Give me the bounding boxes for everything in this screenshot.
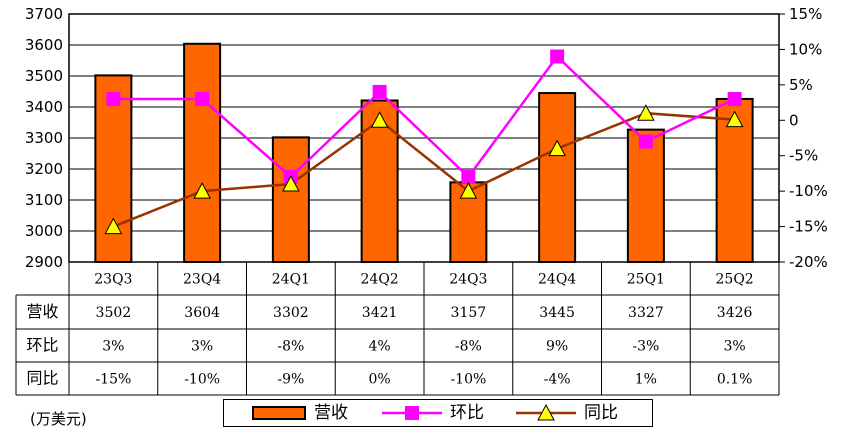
table-cell: -10% xyxy=(184,372,220,388)
y-left-tick-label: 3400 xyxy=(25,98,63,116)
bar-23Q4 xyxy=(183,42,222,264)
point-qoq-24Q4 xyxy=(550,49,565,64)
y-right-tick-label: 10% xyxy=(789,40,822,58)
legend: 营收 环比 同比 xyxy=(223,399,653,427)
bar-24Q4 xyxy=(538,92,577,263)
table-cell: 3% xyxy=(724,339,746,355)
table-cell: 3327 xyxy=(628,305,664,321)
table-cell: 3421 xyxy=(362,305,398,321)
table-cell: -10% xyxy=(450,372,486,388)
gridlines xyxy=(69,13,779,263)
axes: 3700 3600 3500 3400 3300 3200 3100 3000 2900 15% 1… xyxy=(25,5,828,271)
line-yoy xyxy=(112,111,735,228)
table-cell: -8% xyxy=(277,339,304,355)
legend-label-yoy: 同比 xyxy=(584,403,618,423)
point-qoq-24Q3 xyxy=(461,169,476,184)
table-cell: 3% xyxy=(191,339,213,355)
x-tick-label: 24Q4 xyxy=(538,272,576,288)
x-tick-label: 25Q2 xyxy=(716,272,754,288)
table-cell: 0% xyxy=(369,372,391,388)
point-qoq-23Q3 xyxy=(106,92,121,107)
y-left-tick-label: 3700 xyxy=(25,5,63,23)
legend-bar-swatch xyxy=(252,406,306,420)
x-tick-label: 25Q1 xyxy=(627,272,665,288)
legend-qoq-swatch xyxy=(382,406,442,420)
legend-yoy-swatch xyxy=(516,403,576,421)
point-yoy-24Q3 xyxy=(459,182,478,199)
y-left-tick-label: 3500 xyxy=(25,67,63,85)
point-qoq-23Q4 xyxy=(195,92,210,107)
y-left-tick-label: 2900 xyxy=(25,253,63,271)
point-yoy-23Q3 xyxy=(104,217,123,235)
table-row-label: 同比 xyxy=(26,369,58,388)
y-left-tick-label: 3000 xyxy=(25,222,63,240)
series-lines xyxy=(104,49,744,235)
point-qoq-25Q2 xyxy=(727,92,742,107)
table-cell: 3502 xyxy=(96,305,132,321)
table-cell: 9% xyxy=(546,339,568,355)
data-table: 23Q3 23Q4 24Q1 24Q2 24Q3 24Q4 25Q1 25Q2 营收 3502 36… xyxy=(15,262,780,396)
x-tick-label: 23Q3 xyxy=(94,272,132,288)
table-cell: 3% xyxy=(102,339,124,355)
y-right-tick-label: -20% xyxy=(789,253,828,271)
legend-label-qoq: 环比 xyxy=(450,403,484,423)
point-yoy-23Q4 xyxy=(193,182,211,199)
table-cell: 3445 xyxy=(539,305,575,321)
bar-24Q1 xyxy=(271,136,310,264)
point-yoy-25Q1 xyxy=(637,104,655,121)
y-right-tick-label: -15% xyxy=(789,218,828,236)
table-cell: 0.1% xyxy=(717,372,753,388)
y-left-tick-label: 3100 xyxy=(25,191,63,209)
unit-label: (万美元) xyxy=(30,410,87,428)
line-qoq xyxy=(113,54,736,179)
bar-25Q1 xyxy=(626,128,665,263)
y-left-tick-label: 3200 xyxy=(25,160,63,178)
y-right-tick-label: 5% xyxy=(789,76,813,94)
table-cell: -3% xyxy=(632,339,659,355)
bars xyxy=(94,42,754,264)
y-right-tick-label: 0 xyxy=(789,111,799,129)
point-yoy-24Q2 xyxy=(370,111,389,128)
table-cell: 1% xyxy=(635,372,657,388)
y-left-tick-label: 3300 xyxy=(25,129,63,147)
table-cell: -15% xyxy=(95,372,131,388)
point-yoy-25Q2 xyxy=(725,110,744,128)
y-left-tick-label: 3600 xyxy=(25,36,63,54)
point-qoq-25Q1 xyxy=(638,134,653,149)
table-cell: 3157 xyxy=(451,305,487,321)
x-tick-label: 24Q2 xyxy=(361,272,399,288)
point-qoq-24Q2 xyxy=(372,84,387,99)
legend-label-revenue: 营收 xyxy=(314,403,348,423)
table-cell: -4% xyxy=(544,372,571,388)
y-right-tick-label: 15% xyxy=(789,5,822,23)
x-tick-label: 24Q1 xyxy=(272,272,310,288)
table-cell: 3604 xyxy=(184,305,220,321)
x-tick-label: 23Q4 xyxy=(183,272,221,288)
table-cell: 3426 xyxy=(717,305,753,321)
table-cell: 3302 xyxy=(273,305,309,321)
point-yoy-24Q1 xyxy=(282,174,300,192)
table-row-label: 营收 xyxy=(26,302,58,321)
y-right-tick-label: -10% xyxy=(789,182,828,200)
table-cell: -8% xyxy=(455,339,482,355)
y-right-tick-label: -5% xyxy=(789,147,818,165)
point-yoy-24Q4 xyxy=(548,139,566,157)
table-cell: 4% xyxy=(369,339,391,355)
x-tick-label: 24Q3 xyxy=(449,272,487,288)
table-cell: -9% xyxy=(277,372,304,388)
table-row-label: 环比 xyxy=(26,336,58,355)
